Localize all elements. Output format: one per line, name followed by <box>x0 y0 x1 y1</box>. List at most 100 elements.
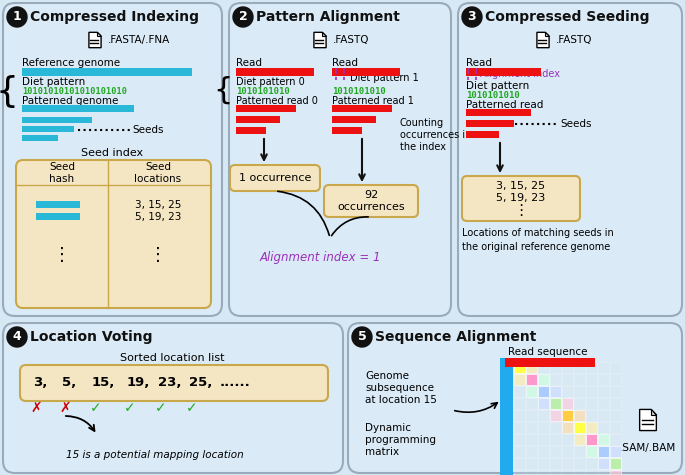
Bar <box>526 410 537 421</box>
Bar <box>538 446 549 457</box>
Polygon shape <box>640 409 656 430</box>
Bar <box>22 117 92 123</box>
Text: Patterned read 1: Patterned read 1 <box>332 96 414 106</box>
Bar <box>526 386 537 397</box>
Text: 92
occurrences: 92 occurrences <box>337 190 405 212</box>
FancyBboxPatch shape <box>20 365 328 401</box>
Text: Seeds: Seeds <box>560 119 592 129</box>
Text: Patterned read: Patterned read <box>466 100 543 110</box>
Bar <box>562 446 573 457</box>
Bar <box>526 434 537 445</box>
Bar <box>514 446 525 457</box>
Bar <box>598 410 609 421</box>
Circle shape <box>352 327 372 347</box>
Bar <box>598 398 609 409</box>
Bar <box>598 434 609 445</box>
Bar <box>574 386 585 397</box>
Bar <box>610 362 621 373</box>
Text: 5,: 5, <box>62 377 76 389</box>
Bar <box>526 398 537 409</box>
Bar <box>514 434 525 445</box>
Text: Compressed Indexing: Compressed Indexing <box>30 10 199 24</box>
Text: Seeds: Seeds <box>132 125 164 135</box>
Bar <box>538 458 549 469</box>
Text: Locations of matching seeds in
the original reference genome: Locations of matching seeds in the origi… <box>462 228 614 252</box>
Text: ⋮: ⋮ <box>513 202 529 218</box>
Text: Counting
occurrences in
the index: Counting occurrences in the index <box>400 118 471 152</box>
Bar <box>514 410 525 421</box>
Text: .FASTQ: .FASTQ <box>556 35 593 45</box>
Text: Diet pattern 1: Diet pattern 1 <box>350 73 419 83</box>
Bar <box>550 410 561 421</box>
Text: ✓: ✓ <box>124 401 136 415</box>
Bar <box>500 358 513 475</box>
Bar <box>332 105 392 112</box>
Bar <box>505 358 595 367</box>
FancyBboxPatch shape <box>3 323 343 473</box>
FancyBboxPatch shape <box>3 3 222 316</box>
Bar <box>466 68 541 76</box>
Circle shape <box>7 7 27 27</box>
Text: Alignment index = 1: Alignment index = 1 <box>259 251 381 265</box>
Bar <box>550 386 561 397</box>
Bar <box>598 422 609 433</box>
Text: ✗: ✗ <box>30 401 42 415</box>
Bar <box>586 470 597 475</box>
Bar <box>236 105 296 112</box>
Bar <box>550 470 561 475</box>
Text: {: { <box>214 76 233 104</box>
Text: .FASTA/.FNA: .FASTA/.FNA <box>108 35 171 45</box>
Text: 1010101010: 1010101010 <box>466 91 520 99</box>
Text: ✓: ✓ <box>186 401 198 415</box>
Polygon shape <box>97 32 101 36</box>
Text: Sequence Alignment: Sequence Alignment <box>375 330 536 344</box>
Text: 19,: 19, <box>127 377 151 389</box>
Text: ✓: ✓ <box>90 401 102 415</box>
Bar <box>598 470 609 475</box>
Bar <box>526 470 537 475</box>
Bar <box>538 398 549 409</box>
Bar <box>598 374 609 385</box>
Bar <box>610 374 621 385</box>
Bar <box>538 362 549 373</box>
Bar <box>574 422 585 433</box>
Bar <box>22 135 58 141</box>
Bar <box>550 458 561 469</box>
FancyBboxPatch shape <box>229 3 451 316</box>
Bar <box>526 446 537 457</box>
Text: Diet pattern: Diet pattern <box>22 77 85 87</box>
Bar <box>562 374 573 385</box>
Text: Read: Read <box>332 58 358 68</box>
Bar <box>526 422 537 433</box>
Text: 23,: 23, <box>158 377 182 389</box>
Text: Compressed Seeding: Compressed Seeding <box>485 10 649 24</box>
Bar <box>514 398 525 409</box>
Bar <box>586 446 597 457</box>
Text: .SAM/.BAM: .SAM/.BAM <box>620 443 676 453</box>
Bar <box>466 131 499 138</box>
Text: Sorted location list: Sorted location list <box>120 353 224 363</box>
Text: 3, 15, 25: 3, 15, 25 <box>135 200 182 210</box>
Text: Location Voting: Location Voting <box>30 330 153 344</box>
Bar <box>598 362 609 373</box>
Bar <box>562 410 573 421</box>
Polygon shape <box>314 32 326 48</box>
Bar <box>586 410 597 421</box>
Bar <box>538 386 549 397</box>
Bar <box>332 68 400 76</box>
Bar <box>550 422 561 433</box>
Text: 15 is a potential mapping location: 15 is a potential mapping location <box>66 450 244 460</box>
Text: 15,: 15, <box>92 377 115 389</box>
Text: 25,: 25, <box>189 377 212 389</box>
Text: Read sequence: Read sequence <box>508 347 588 357</box>
FancyBboxPatch shape <box>462 176 580 221</box>
Text: ✓: ✓ <box>155 401 167 415</box>
Bar <box>236 68 314 76</box>
Bar <box>514 386 525 397</box>
Text: 1: 1 <box>12 10 21 23</box>
Text: 5: 5 <box>358 331 366 343</box>
Bar <box>538 422 549 433</box>
Text: Dynamic
programming
matrix: Dynamic programming matrix <box>365 423 436 457</box>
Bar <box>466 120 514 127</box>
Text: Diet pattern 0: Diet pattern 0 <box>236 77 305 87</box>
